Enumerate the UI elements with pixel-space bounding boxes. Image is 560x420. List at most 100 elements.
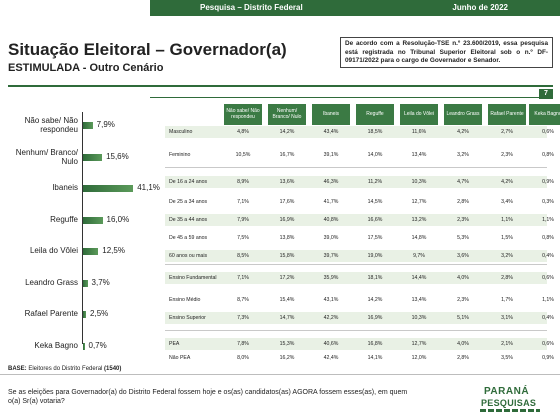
table-cell: 5,1% xyxy=(457,315,469,321)
table-cell: 4,2% xyxy=(457,129,469,135)
chart-value-label: 16,0% xyxy=(106,214,130,224)
chart-bar xyxy=(83,153,103,161)
table-cell: 0,9% xyxy=(542,355,554,361)
registration-notice: De acordo com a Resolução-TSE n.º 23.600… xyxy=(340,37,553,68)
table-cell: 16,9% xyxy=(367,315,383,321)
header-date: Junho de 2022 xyxy=(452,3,508,12)
table-group-separator xyxy=(165,330,547,331)
chart-bar xyxy=(83,311,87,318)
table-column-header: Rafael Parente xyxy=(488,104,526,125)
table-cell: 16,9% xyxy=(279,217,295,223)
chart-category-label: Não sabe/ Não respondeu xyxy=(24,116,78,134)
table-cell: 4,0% xyxy=(457,275,469,281)
table-cell: 4,7% xyxy=(457,179,469,185)
table-cell: 8,5% xyxy=(237,253,249,259)
table-cell: 2,1% xyxy=(501,341,513,347)
table-row: De 45 a 59 anos 7,5% 13,8% 39,0% 17,5% 14,8% 5… xyxy=(165,232,554,244)
table-cell: 8,7% xyxy=(237,297,249,303)
page-subtitle: ESTIMULADA - Outro Cenário xyxy=(8,62,164,74)
logo-stripes xyxy=(480,409,540,412)
chart-category: Não sabe/ Não respondeu 7,9% xyxy=(0,116,150,138)
table-row-label: De 45 a 59 anos xyxy=(169,235,208,241)
table-cell: 14,8% xyxy=(411,235,427,241)
table-cell: 3,1% xyxy=(501,315,513,321)
table-cell: 19,0% xyxy=(367,253,383,259)
table-cell: 0,3% xyxy=(542,199,554,205)
table-row: Ensino Médio 8,7% 15,4% 43,1% 14,2% 13,4% 2,3%… xyxy=(165,294,554,306)
header-bar: Pesquisa – Distrito Federal Junho de 202… xyxy=(150,0,560,16)
table-cell: 18,1% xyxy=(367,275,383,281)
chart-value-label: 2,5% xyxy=(90,309,109,318)
table-row: Ensino Superior 7,3% 14,7% 42,2% 16,9% 10,3% 5… xyxy=(165,312,554,324)
table-row: 60 anos ou mais 8,5% 15,8% 39,7% 19,0% 9,7% 3,… xyxy=(165,250,554,262)
table-row: De 35 a 44 anos 7,9% 16,9% 40,8% 16,6% 13,2% 2… xyxy=(165,214,554,226)
table-group-separator xyxy=(165,264,547,265)
table-cell: 8,9% xyxy=(237,179,249,185)
table-cell: 1,1% xyxy=(542,297,554,303)
table-cell: 2,8% xyxy=(457,355,469,361)
table-row: PEA 7,8% 15,3% 40,6% 16,8% 12,7% 4,0% 2,1% 0,6% xyxy=(165,338,554,350)
table-cell: 3,4% xyxy=(501,199,513,205)
table-cell: 4,0% xyxy=(457,341,469,347)
divider xyxy=(0,374,560,375)
chart-category-label: Leandro Grass xyxy=(25,277,78,287)
table-row-label: 60 anos ou mais xyxy=(169,253,208,259)
chart-category: Leila do Vôlei 12,5% xyxy=(0,244,150,264)
chart-axis xyxy=(82,112,83,344)
table-cell: 39,7% xyxy=(323,253,339,259)
table-cell: 15,3% xyxy=(279,341,295,347)
table-cell: 3,2% xyxy=(501,253,513,259)
table-cell: 13,6% xyxy=(279,179,295,185)
table-cell: 16,7% xyxy=(279,152,295,158)
page-title: Situação Eleitoral – Governador(a) xyxy=(8,40,287,59)
table-row: De 25 a 34 anos 7,1% 17,6% 41,7% 14,5% 12,7% 2… xyxy=(165,196,554,208)
table-row-label: PEA xyxy=(169,341,180,347)
table-cell: 11,2% xyxy=(367,179,383,185)
table-row-label: Feminino xyxy=(169,152,191,158)
table-column-header: Leandro Grass xyxy=(444,104,482,125)
table-cell: 43,4% xyxy=(323,129,339,135)
chart-bar xyxy=(83,248,99,255)
table-row: Feminino 10,5% 16,7% 39,1% 14,0% 13,4% 3,2% 2,3… xyxy=(165,149,554,161)
table-cell: 13,4% xyxy=(411,152,427,158)
table-row: Ensino Fundamental 7,1% 17,2% 35,9% 18,1% 14,… xyxy=(165,272,554,284)
table-cell: 1,5% xyxy=(501,235,513,241)
table-cell: 14,1% xyxy=(367,355,383,361)
table-group-separator xyxy=(165,167,547,168)
table-cell: 12,7% xyxy=(411,199,427,205)
table-row: Masculino 4,8% 14,2% 43,4% 18,5% 11,6% 4,2% 2,7… xyxy=(165,126,554,138)
table-column-header: Nenhum/ Branco/ Nulo xyxy=(268,104,306,125)
chart-category: Leandro Grass 3,7% xyxy=(0,276,150,296)
chart-bar xyxy=(83,279,88,287)
table-cell: 8,0% xyxy=(237,355,249,361)
base-count: (1540) xyxy=(104,366,122,372)
table-cell: 13,4% xyxy=(411,297,427,303)
table-row-label: Masculino xyxy=(169,129,193,135)
chart-value-label: 12,5% xyxy=(102,246,125,255)
table-cell: 13,8% xyxy=(279,235,295,241)
table-cell: 7,3% xyxy=(237,315,249,321)
table-cell: 10,3% xyxy=(411,315,427,321)
table-row-label: De 16 a 24 anos xyxy=(169,179,208,185)
chart-category-label: Rafael Parente xyxy=(24,309,78,318)
table-cell: 11,6% xyxy=(411,129,427,135)
chart-category-label: Nenhum/ Branco/ Nulo xyxy=(15,147,78,166)
table-cell: 12,7% xyxy=(411,341,427,347)
table-cell: 39,1% xyxy=(323,152,339,158)
survey-question: Se as eleições para Governador(a) do Dis… xyxy=(8,389,408,405)
chart-category: Keka Bagno 0,7% xyxy=(0,339,150,359)
table-cell: 14,0% xyxy=(367,152,383,158)
table-cell: 0,6% xyxy=(542,341,554,347)
chart-category: Nenhum/ Branco/ Nulo 15,6% xyxy=(0,147,150,170)
table-cell: 17,6% xyxy=(279,199,295,205)
table-row-label: Não PEA xyxy=(169,355,191,361)
table-row: De 16 a 24 anos 8,9% 13,6% 46,3% 11,2% 10,3% 4… xyxy=(165,176,554,188)
base-label: BASE: xyxy=(8,366,27,372)
table-cell: 2,3% xyxy=(457,217,469,223)
table-cell: 0,4% xyxy=(542,253,554,259)
table-row-label: Ensino Fundamental xyxy=(169,275,217,281)
table-cell: 40,8% xyxy=(323,217,339,223)
table-cell: 4,8% xyxy=(237,129,249,135)
chart-category-label: Reguffe xyxy=(50,214,78,224)
table-cell: 10,3% xyxy=(411,179,427,185)
